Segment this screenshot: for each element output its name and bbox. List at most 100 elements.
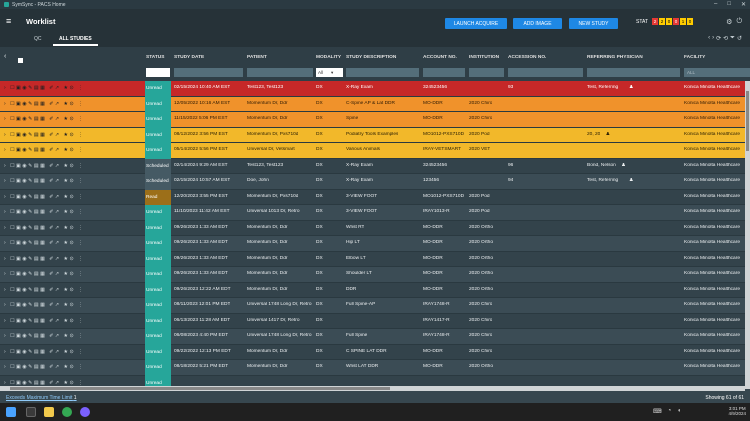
row-expand-icon[interactable]: › — [4, 162, 8, 169]
priority-icon[interactable]: ⊙ — [69, 302, 76, 308]
share-icon[interactable]: ↗ — [54, 364, 61, 370]
priority-icon[interactable]: ⊙ — [69, 286, 76, 293]
accession-filter[interactable] — [508, 68, 583, 77]
share-icon[interactable]: ↗ — [54, 348, 61, 355]
more-options-icon[interactable]: ⋮ — [78, 286, 85, 293]
stat-count-badge[interactable]: 2 — [652, 18, 659, 25]
attachment-icon[interactable]: ✐ — [49, 364, 55, 370]
more-options-icon[interactable]: ⋮ — [78, 85, 85, 91]
priority-icon[interactable]: ⊙ — [69, 240, 76, 246]
document-icon[interactable]: ▤ — [33, 379, 41, 386]
lock-icon[interactable]: ▣ — [16, 224, 23, 231]
tab-qc[interactable]: QC — [34, 36, 42, 42]
row-checkbox[interactable]: ☐ — [10, 162, 17, 169]
grid-icon[interactable]: ▦ — [40, 85, 47, 91]
row-expand-icon[interactable]: › — [4, 240, 8, 246]
share-icon[interactable]: ↗ — [54, 131, 61, 138]
row-checkbox[interactable]: ☐ — [10, 240, 17, 246]
system-clock[interactable]: 3:01 PM 4/9/2024 — [728, 406, 746, 416]
lock-icon[interactable]: ▣ — [16, 131, 23, 138]
row-checkbox[interactable]: ☐ — [10, 147, 17, 153]
row-action-icons[interactable]: › ☐▣◉✎▤▦ ✐↗ ★⊙ ⋮ — [4, 287, 85, 293]
view-icon[interactable]: ◉ — [22, 271, 29, 277]
table-row[interactable]: › ☐▣◉✎▤▦ ✐↗ ★⊙ ⋮ Unread 11/10/2023 11:42 A… — [0, 205, 745, 221]
table-row[interactable]: › ☐▣◉✎▤▦ ✐↗ ★⊙ ⋮ Unread 12/05/2022 10:16 A… — [0, 96, 745, 112]
view-icon[interactable]: ◉ — [22, 100, 29, 107]
row-checkbox[interactable]: ☐ — [10, 348, 17, 355]
app-taskbar-icon[interactable] — [80, 407, 90, 417]
more-options-icon[interactable]: ⋮ — [78, 240, 85, 246]
document-icon[interactable]: ▤ — [33, 193, 41, 200]
attachment-icon[interactable]: ✐ — [49, 85, 55, 91]
maximize-icon[interactable]: □ — [727, 1, 731, 7]
attachment-icon[interactable]: ✐ — [49, 317, 55, 324]
share-icon[interactable]: ↗ — [54, 147, 61, 153]
edit-icon[interactable]: ✎ — [28, 302, 34, 308]
document-icon[interactable]: ▤ — [33, 147, 41, 153]
reset-icon[interactable]: ↺ — [736, 36, 742, 42]
row-expand-icon[interactable]: › — [4, 286, 8, 293]
vertical-scroll-thumb[interactable] — [746, 91, 749, 151]
modality-filter-select[interactable]: All ▾ — [316, 68, 343, 77]
refresh-icon[interactable]: ⟳ — [716, 36, 722, 42]
document-icon[interactable]: ▤ — [33, 333, 41, 339]
referring-filter[interactable] — [587, 68, 680, 77]
row-action-icons[interactable]: › ☐▣◉✎▤▦ ✐↗ ★⊙ ⋮ — [4, 116, 85, 122]
filter-icon[interactable]: ⏷ — [730, 35, 735, 41]
star-icon[interactable]: ★ — [63, 255, 70, 262]
view-icon[interactable]: ◉ — [22, 224, 29, 231]
table-row[interactable]: › ☐▣◉✎▤▦ ✐↗ ★⊙ ⋮ Read 12/20/2023 3:55 PM E… — [0, 189, 745, 205]
table-row[interactable]: › ☐▣◉✎▤▦ ✐↗ ★⊙ ⋮ Unread 09/26/2023 12:22 A… — [0, 282, 745, 298]
edit-icon[interactable]: ✎ — [28, 131, 34, 138]
more-options-icon[interactable]: ⋮ — [78, 131, 85, 138]
grid-icon[interactable]: ▦ — [40, 116, 47, 122]
column-header-account[interactable]: ACCOUNT NO. — [423, 55, 457, 60]
row-expand-icon[interactable]: › — [4, 193, 8, 200]
attachment-icon[interactable]: ✐ — [49, 302, 55, 308]
column-header-accession[interactable]: ACCESSION NO. — [508, 55, 547, 60]
row-expand-icon[interactable]: › — [4, 255, 8, 262]
row-action-icons[interactable]: › ☐▣◉✎▤▦ ✐↗ ★⊙ ⋮ — [4, 318, 85, 324]
priority-icon[interactable]: ⊙ — [69, 224, 76, 231]
share-icon[interactable]: ↗ — [54, 224, 61, 231]
file-explorer-icon[interactable] — [44, 407, 54, 417]
volume-icon[interactable]: ◖ — [677, 408, 681, 414]
more-options-icon[interactable]: ⋮ — [78, 317, 85, 324]
horizontal-scroll-thumb[interactable] — [10, 387, 390, 390]
lock-icon[interactable]: ▣ — [16, 333, 23, 339]
view-icon[interactable]: ◉ — [22, 364, 29, 370]
row-checkbox[interactable]: ☐ — [10, 317, 17, 324]
more-options-icon[interactable]: ⋮ — [78, 162, 85, 169]
grid-icon[interactable]: ▦ — [40, 162, 47, 169]
document-icon[interactable]: ▤ — [33, 85, 41, 91]
document-icon[interactable]: ▤ — [33, 302, 41, 308]
row-action-icons[interactable]: › ☐▣◉✎▤▦ ✐↗ ★⊙ ⋮ — [4, 147, 85, 153]
priority-icon[interactable]: ⊙ — [69, 193, 76, 200]
share-icon[interactable]: ↗ — [54, 317, 61, 324]
share-icon[interactable]: ↗ — [54, 100, 61, 107]
collapse-chevron-icon[interactable]: ‹ — [4, 53, 7, 60]
document-icon[interactable]: ▤ — [33, 286, 41, 293]
row-expand-icon[interactable]: › — [4, 85, 8, 91]
lock-icon[interactable]: ▣ — [16, 255, 23, 262]
table-row[interactable]: › ☐▣◉✎▤▦ ✐↗ ★⊙ ⋮ Unread 11/15/2022 5:06 PM… — [0, 112, 745, 128]
grid-icon[interactable]: ▦ — [40, 255, 47, 262]
attachment-icon[interactable]: ✐ — [49, 147, 55, 153]
stat-count-badge[interactable]: 0 — [673, 18, 680, 25]
tab-all-studies[interactable]: ALL STUDIES — [53, 36, 98, 46]
grid-icon[interactable]: ▦ — [40, 364, 47, 370]
view-icon[interactable]: ◉ — [22, 379, 29, 386]
view-icon[interactable]: ◉ — [22, 240, 29, 246]
priority-icon[interactable]: ⊙ — [69, 255, 76, 262]
attachment-icon[interactable]: ✐ — [49, 255, 55, 262]
grid-icon[interactable]: ▦ — [40, 209, 47, 215]
star-icon[interactable]: ★ — [63, 85, 70, 91]
more-options-icon[interactable]: ⋮ — [78, 193, 85, 200]
grid-icon[interactable]: ▦ — [40, 348, 47, 355]
star-icon[interactable]: ★ — [63, 147, 70, 153]
share-icon[interactable]: ↗ — [54, 333, 61, 339]
attachment-icon[interactable]: ✐ — [49, 193, 55, 200]
row-action-icons[interactable]: › ☐▣◉✎▤▦ ✐↗ ★⊙ ⋮ — [4, 302, 85, 308]
row-expand-icon[interactable]: › — [4, 271, 8, 277]
row-action-icons[interactable]: › ☐▣◉✎▤▦ ✐↗ ★⊙ ⋮ — [4, 240, 85, 246]
